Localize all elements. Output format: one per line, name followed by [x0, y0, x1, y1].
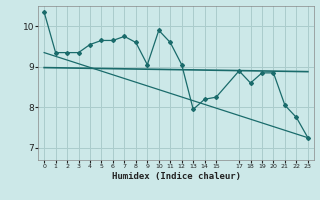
X-axis label: Humidex (Indice chaleur): Humidex (Indice chaleur): [111, 172, 241, 181]
